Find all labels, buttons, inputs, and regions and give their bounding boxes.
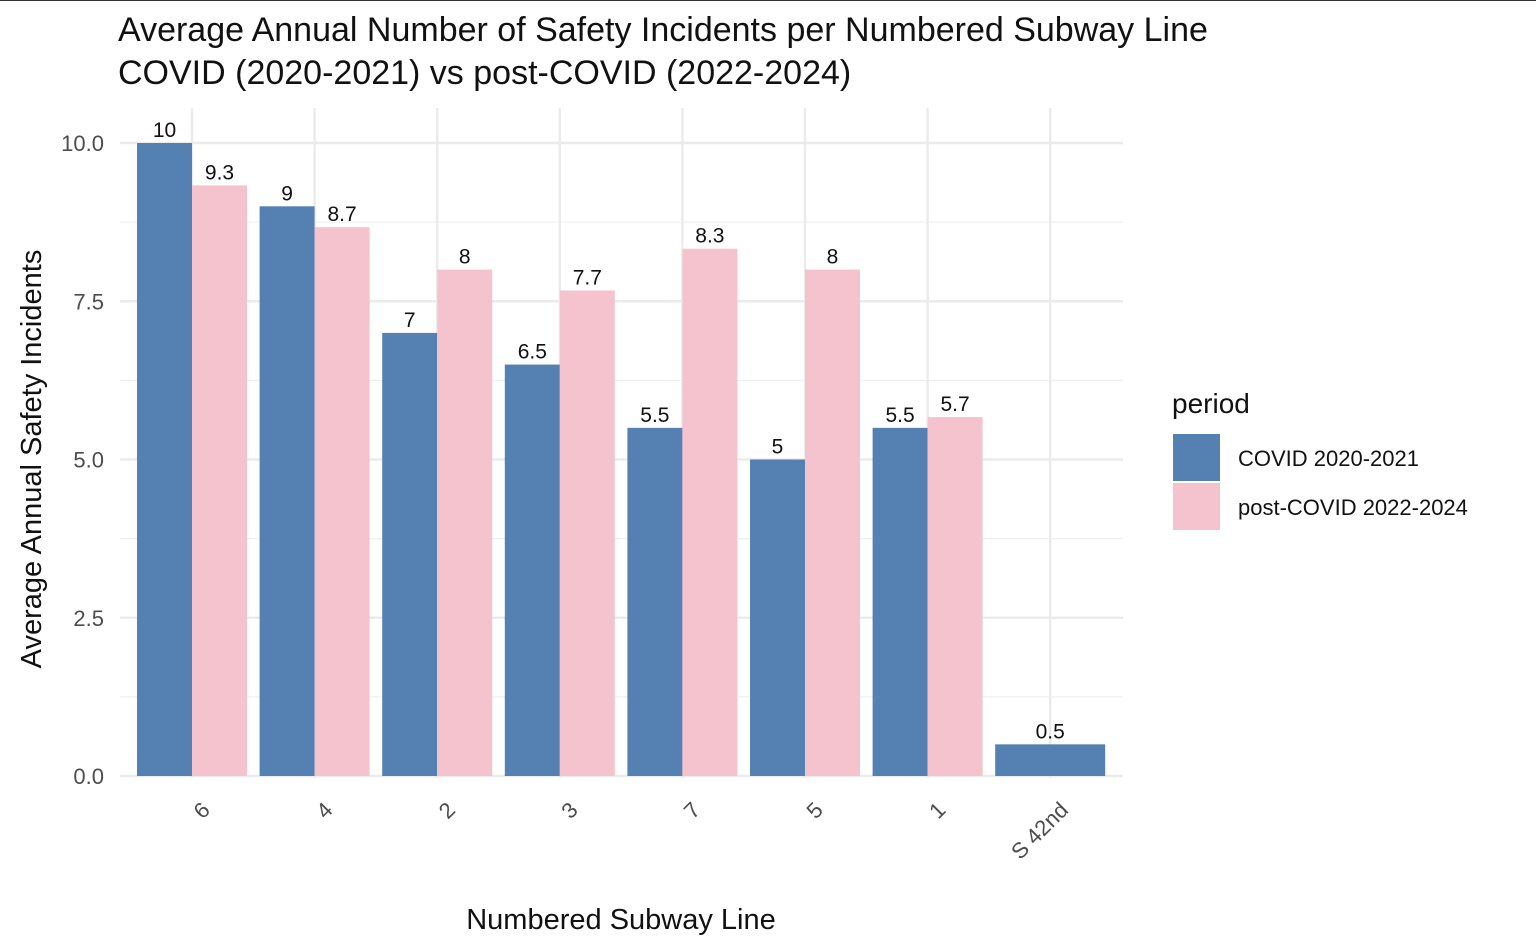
bar-post-covid-line-2: [437, 269, 493, 776]
y-tick-label: 10.0: [61, 131, 104, 156]
x-axis: 6 4 2 3 7 5 1 S 42nd: [189, 797, 1074, 864]
bars: [137, 143, 1106, 777]
x-tick-label: 5: [802, 797, 828, 823]
y-tick-label: 2.5: [73, 606, 104, 631]
bar-post-covid-line-6: [192, 185, 247, 776]
data-label: 8: [459, 246, 471, 269]
data-label: 5.5: [640, 404, 669, 427]
legend-title: period: [1172, 388, 1250, 419]
bar-covid-line-5: [750, 459, 805, 776]
bar-post-covid-line-5: [805, 269, 860, 776]
legend-swatch-post-covid: [1173, 483, 1220, 530]
bar-covid-line-6: [137, 143, 192, 776]
x-tick-label: 1: [924, 797, 950, 823]
data-label: 7: [404, 309, 416, 332]
y-tick-label: 0.0: [73, 764, 104, 789]
bar-post-covid-line-4: [314, 227, 370, 777]
x-tick-label: 4: [311, 797, 337, 823]
x-axis-label: Numbered Subway Line: [466, 904, 776, 936]
data-label: 5: [772, 436, 784, 459]
bar-covid-line-3: [504, 364, 560, 776]
legend-label-covid: COVID 2020-2021: [1238, 446, 1419, 471]
x-tick-label: 2: [434, 797, 460, 823]
data-labels: 10 9.3 9 8.7 7 8 6.5 7.7 5.5 8.3 5 8 5.5 5.7 0.5: [153, 119, 1065, 743]
x-tick-label: S 42nd: [1006, 797, 1073, 864]
y-tick-label: 7.5: [73, 289, 104, 314]
data-label: 9: [281, 182, 293, 205]
bar-covid-line-s-42nd: [995, 744, 1106, 776]
chart-subtitle: COVID (2020-2021) vs post-COVID (2022-20…: [118, 54, 852, 92]
data-label: 5.7: [940, 393, 969, 416]
x-tick-label: 6: [189, 797, 215, 823]
bar-post-covid-line-7: [682, 248, 738, 776]
legend: period COVID 2020-2021 post-COVID 2022-202…: [1172, 388, 1468, 530]
bar-post-covid-line-1: [927, 417, 983, 776]
bar-post-covid-line-3: [559, 290, 615, 776]
data-label: 6.5: [518, 341, 547, 364]
data-label: 8: [827, 246, 839, 269]
x-tick-label: 7: [679, 797, 705, 823]
data-label: 10: [153, 119, 176, 142]
legend-label-post-covid: post-COVID 2022-2024: [1238, 495, 1468, 520]
y-axis-label: Average Annual Safety Incidents: [16, 250, 48, 669]
legend-swatch-covid: [1173, 434, 1220, 481]
top-border-line: [0, 0, 1536, 1]
data-label: 9.3: [205, 161, 234, 184]
data-label: 5.5: [885, 404, 914, 427]
x-tick-label: 3: [556, 797, 582, 823]
data-label: 7.7: [573, 266, 602, 289]
chart-title: Average Annual Number of Safety Incident…: [118, 11, 1208, 49]
y-axis: 0.0 2.5 5.0 7.5 10.0: [61, 131, 104, 789]
bar-covid-line-2: [382, 332, 438, 776]
data-label: 8.3: [695, 225, 724, 248]
bar-covid-line-4: [259, 206, 315, 777]
y-tick-label: 5.0: [73, 448, 104, 473]
data-label: 0.5: [1036, 720, 1065, 743]
data-label: 8.7: [327, 203, 356, 226]
bar-covid-line-7: [627, 427, 683, 776]
bar-covid-line-1: [872, 427, 928, 776]
